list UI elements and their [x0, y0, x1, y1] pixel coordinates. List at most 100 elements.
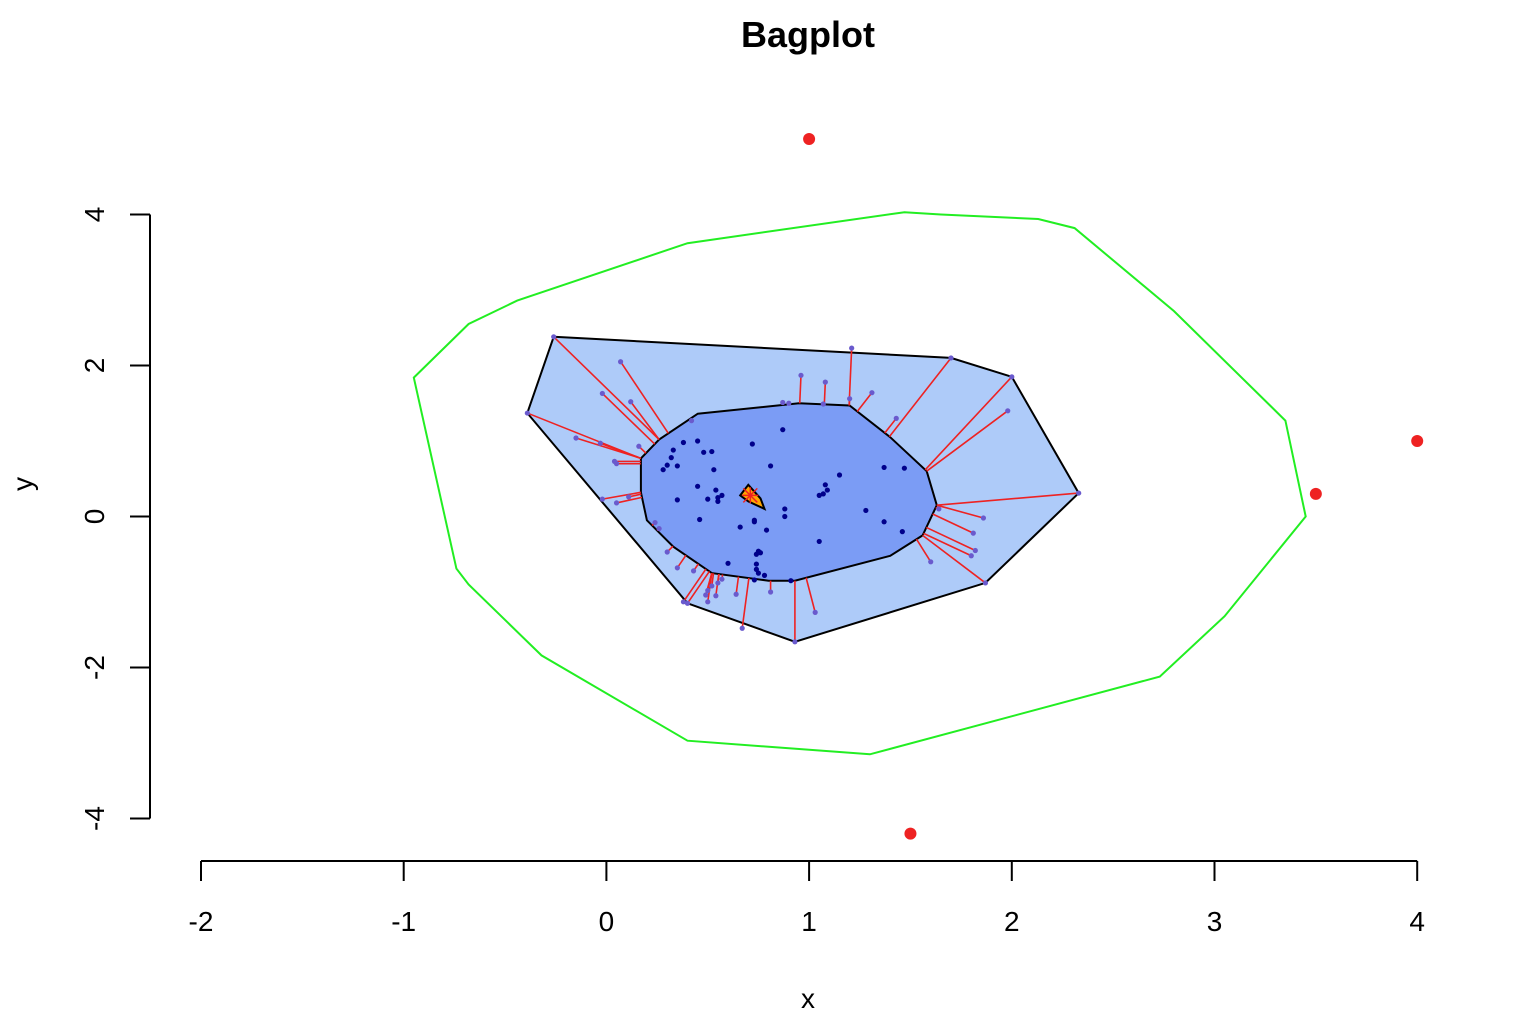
- loop-point: [613, 461, 620, 467]
- chart-title: Bagplot: [741, 14, 875, 55]
- loop-point: [1076, 490, 1082, 496]
- spoke-line: [602, 491, 641, 500]
- spoke-line: [936, 492, 1079, 506]
- bag-point: [824, 487, 830, 493]
- bag-point: [763, 527, 770, 533]
- bag-point: [881, 519, 887, 525]
- loop-point: [812, 609, 818, 615]
- loop-point: [680, 599, 687, 605]
- x-tick-label: 0: [599, 906, 615, 937]
- bag-point: [751, 577, 757, 583]
- spoke-line: [932, 513, 974, 534]
- bag-point: [751, 519, 757, 525]
- spoke-line: [805, 577, 816, 613]
- bag-point: [668, 455, 674, 461]
- loop-point: [982, 580, 989, 586]
- bag-point: [670, 447, 676, 453]
- bag-point: [680, 439, 687, 446]
- loop-point: [715, 580, 721, 586]
- loop-point: [573, 435, 579, 441]
- x-tick-label: 2: [1004, 906, 1020, 937]
- x-tick-label: -1: [391, 906, 416, 937]
- bag-point: [674, 463, 680, 469]
- loop-point: [713, 593, 719, 599]
- spoke-line: [888, 357, 952, 438]
- outlier-point: [803, 133, 816, 145]
- bag-point: [753, 551, 759, 557]
- bag-point: [715, 498, 721, 504]
- loop-point: [792, 639, 798, 645]
- loop-point: [936, 506, 942, 512]
- spoke-line: [619, 361, 669, 434]
- loop-point: [786, 400, 792, 406]
- loop-point: [780, 399, 786, 406]
- y-axis: -4 -2 0 2 4: [79, 207, 151, 831]
- loop-point: [968, 553, 974, 559]
- y-tick-label: -4: [79, 806, 110, 831]
- loop-point: [599, 496, 605, 502]
- bag-point: [749, 441, 755, 447]
- bag-point: [715, 495, 721, 501]
- spoke-line: [922, 534, 986, 584]
- fence-polygon: [412, 211, 1307, 756]
- spoke-line: [553, 336, 660, 441]
- loop-point: [767, 589, 774, 595]
- bag-point: [816, 492, 822, 498]
- y-axis-label: y: [7, 477, 38, 491]
- bag-point: [767, 463, 774, 469]
- x-tick-label: -2: [189, 906, 214, 937]
- loop-point: [652, 519, 658, 526]
- y-tick-label: 4: [79, 207, 110, 223]
- loop-point: [849, 345, 855, 351]
- loop-point: [980, 515, 987, 521]
- spoke-line: [600, 442, 642, 460]
- loop-point: [822, 379, 828, 385]
- bag-point: [695, 438, 701, 444]
- outlier-point: [1309, 487, 1322, 500]
- bag-point: [701, 449, 707, 455]
- outliers-layer: [803, 133, 1424, 840]
- loop-point: [705, 599, 711, 605]
- bag-point: [697, 516, 703, 523]
- bag-point: [822, 482, 828, 488]
- x-tick-label: 3: [1207, 906, 1223, 937]
- loop-point: [970, 530, 976, 536]
- spoke-line: [630, 401, 660, 440]
- bag-point: [782, 513, 788, 520]
- spoke-line: [601, 392, 656, 445]
- bag-point: [820, 491, 826, 497]
- bag-point: [761, 572, 768, 578]
- outlier-point: [904, 827, 917, 840]
- bag-point: [782, 506, 788, 512]
- loop-point: [893, 415, 899, 421]
- y-tick-label: -2: [79, 655, 110, 680]
- bag-point: [755, 570, 762, 576]
- bag-point: [863, 507, 869, 514]
- spoke-line: [741, 577, 750, 629]
- loop-point: [674, 565, 680, 571]
- x-tick-label: 1: [801, 906, 817, 937]
- loop-point: [690, 568, 697, 574]
- loop-point: [617, 359, 624, 365]
- loop-point: [1005, 408, 1011, 414]
- loop-point: [847, 396, 853, 402]
- spoke-line: [924, 376, 1013, 471]
- loop-point: [688, 418, 695, 424]
- x-axis-label: x: [801, 983, 815, 1014]
- center-layer: [738, 483, 767, 511]
- spoke-line: [686, 570, 711, 604]
- bag-point: [711, 467, 717, 473]
- bag-point: [709, 448, 715, 455]
- bag-point: [674, 497, 680, 503]
- loop-point: [798, 372, 804, 378]
- spoke-line: [884, 417, 897, 434]
- bag-point: [713, 487, 719, 493]
- loop-point: [709, 583, 715, 589]
- loop-point: [733, 591, 739, 597]
- bag-point: [901, 465, 907, 471]
- spoke-line: [923, 532, 972, 557]
- loop-point: [820, 401, 826, 407]
- fence-layer: [412, 211, 1307, 756]
- y-tick-label: 0: [79, 509, 110, 525]
